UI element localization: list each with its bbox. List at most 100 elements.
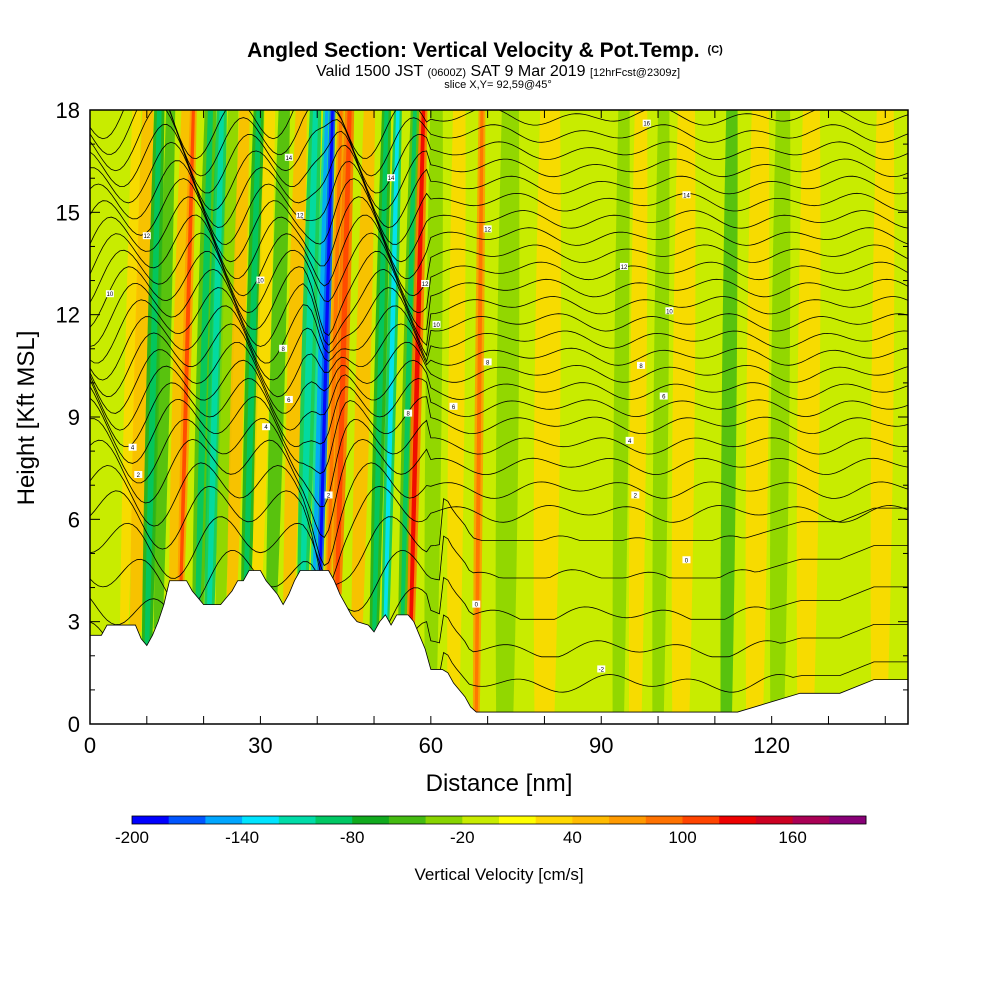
colorbar-swatch-11	[535, 816, 573, 824]
colorbar-swatch-4	[278, 816, 316, 824]
isentrope-6	[90, 462, 908, 567]
subtitle-date: SAT 9 Mar 2019	[470, 63, 585, 80]
colorbar-swatch-18	[792, 816, 830, 824]
isentrope-20	[90, 196, 908, 280]
velocity-band-0	[119, 110, 141, 632]
svg-text:10: 10	[257, 279, 264, 285]
colorbar-label: Vertical Velocity [cm/s]	[414, 865, 583, 884]
svg-text:12: 12	[621, 265, 628, 271]
velocity-band-core-26	[474, 110, 484, 719]
chart-title-suffix: (C)	[708, 44, 724, 56]
contour-label-4: 14	[284, 153, 293, 162]
svg-text:16: 16	[643, 122, 650, 128]
isentrope-13	[90, 323, 908, 398]
contour-label-14: 8	[404, 409, 413, 418]
svg-text:8: 8	[639, 364, 643, 370]
x-tick-label-30: 30	[248, 733, 272, 758]
velocity-band-33	[671, 110, 696, 719]
contour-label-21: 14	[682, 191, 691, 199]
contour-label-9: 4	[262, 423, 271, 431]
chart-title-main: Angled Section: Vertical Velocity & Pot.…	[247, 39, 699, 62]
contour-label-25: 6	[659, 392, 668, 401]
svg-text:2: 2	[327, 493, 331, 499]
svg-text:10: 10	[433, 323, 440, 329]
svg-text:12: 12	[484, 227, 491, 233]
chart-subtitle: Valid 1500 JST (0600Z) SAT 9 Mar 2019 [1…	[316, 63, 680, 80]
contour-label-15: 6	[449, 402, 458, 411]
contour-label-8: 6	[284, 395, 293, 404]
velocity-band-core-18	[335, 110, 352, 595]
svg-text:8: 8	[486, 360, 490, 366]
y-tick-label-15: 15	[56, 200, 80, 225]
isentrope-11	[90, 359, 908, 431]
contour-label-19: -2	[597, 665, 606, 673]
colorbar-tick-label-1: -140	[225, 828, 259, 847]
velocity-band-36	[770, 110, 791, 707]
colorbar-swatch-9	[462, 816, 500, 824]
plot-area: 10 12 4 2 14 12 10 8 6 4 2 14 12 10 8 6 8 12 0 -2 16 14 12 10 8 6…	[89, 109, 909, 725]
isentrope-21	[90, 178, 908, 263]
svg-text:12: 12	[143, 234, 150, 240]
x-axis: 0 30 60 90 120	[84, 110, 886, 758]
velocity-band-core-22	[400, 110, 417, 622]
colorbar-swatch-12	[572, 816, 610, 824]
contour-label-7: 8	[279, 344, 288, 353]
svg-text:0: 0	[685, 558, 689, 564]
svg-text:6: 6	[287, 398, 291, 404]
svg-text:6: 6	[662, 395, 666, 401]
svg-text:10: 10	[666, 309, 673, 315]
contour-label-26: 4	[625, 436, 634, 445]
isentrope-24	[90, 123, 908, 211]
isentrope-18	[90, 232, 908, 314]
subtitle-forecast: [12hrFcst@2309z]	[590, 67, 680, 79]
colorbar-swatch-2	[205, 816, 243, 824]
svg-text:2: 2	[634, 493, 638, 499]
isentrope-10	[90, 378, 908, 448]
y-axis: 0 3 6 9 12 15 18	[56, 98, 908, 737]
chart-title: Angled Section: Vertical Velocity & Pot.…	[247, 39, 723, 62]
colorbar-swatch-10	[499, 816, 537, 824]
y-axis-label: Height [Kft MSL]	[13, 331, 40, 506]
contour-label-17: 12	[483, 225, 492, 233]
y-tick-label-6: 6	[68, 507, 80, 532]
contour-label-10: 2	[324, 491, 333, 499]
colorbar-swatch-8	[425, 816, 463, 824]
svg-text:14: 14	[285, 156, 292, 162]
colorbar-frame	[131, 815, 867, 825]
colorbar-swatch-16	[719, 816, 757, 824]
svg-text:8: 8	[281, 347, 285, 353]
isentrope-22	[90, 160, 908, 245]
y-tick-label-3: 3	[68, 610, 80, 635]
x-axis-label: Distance [nm]	[426, 770, 573, 797]
contour-label-6: 10	[256, 276, 265, 285]
colorbar-tick-label-3: -20	[450, 828, 475, 847]
isentrope-7	[90, 438, 908, 539]
subtitle-utc: (0600Z)	[427, 67, 466, 79]
svg-text:14: 14	[388, 176, 395, 182]
colorbar-swatch-6	[352, 816, 390, 824]
y-tick-label-9: 9	[68, 405, 80, 430]
velocity-band-25	[447, 110, 466, 690]
velocity-band-core-6	[195, 110, 213, 605]
colorbar-tick-label-4: 40	[563, 828, 582, 847]
velocity-band-8	[215, 110, 239, 612]
x-tick-label-90: 90	[589, 733, 613, 758]
isentrope-5	[90, 485, 908, 587]
isentrope-19	[90, 214, 908, 297]
isentrope-26	[90, 110, 908, 177]
velocity-band-24	[424, 110, 443, 677]
velocity-band-core-5	[179, 110, 195, 588]
velocity-band-core-2	[144, 110, 162, 653]
y-tick-label-12: 12	[56, 303, 80, 328]
contour-label-23: 10	[665, 307, 674, 315]
svg-text:14: 14	[683, 193, 690, 199]
contour-label-28: 0	[682, 556, 691, 564]
contour-label-5: 12	[296, 211, 305, 220]
contour-label-18: 0	[472, 600, 481, 609]
colorbar-tick-label-5: 100	[668, 828, 696, 847]
colorbar-tick-label-2: -80	[340, 828, 365, 847]
contour-label-13: 10	[432, 320, 441, 329]
velocity-band-9	[226, 110, 250, 598]
colorbar-swatch-17	[755, 816, 794, 824]
